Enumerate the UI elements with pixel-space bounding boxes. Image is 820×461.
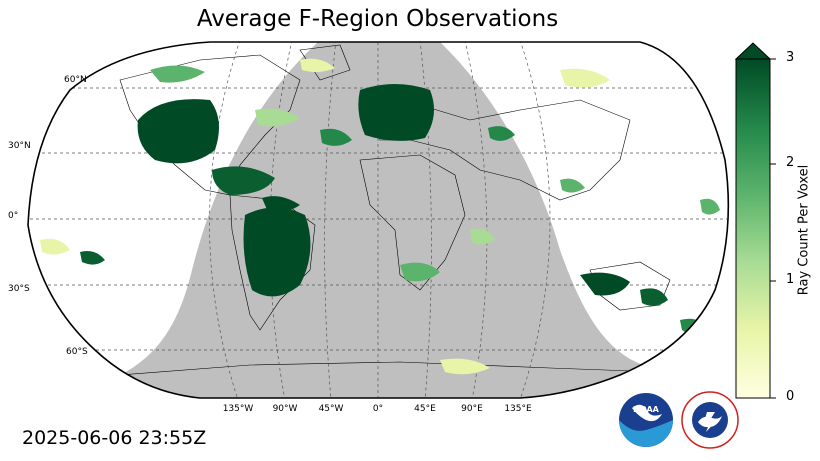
lon-label-90w: 90°W xyxy=(272,404,298,414)
noaa-logo: NOAA xyxy=(619,393,673,447)
lon-label-90e: 90°E xyxy=(461,404,483,414)
lat-label-30s: 30°S xyxy=(8,284,30,294)
svg-text:NOAA: NOAA xyxy=(633,405,659,414)
lat-label-30n: 30°N xyxy=(8,141,31,151)
observation-patches xyxy=(40,58,720,375)
globe-outline xyxy=(27,41,730,399)
nws-logo xyxy=(681,391,739,449)
lon-label-0: 0° xyxy=(372,404,384,414)
lat-label-60s: 60°S xyxy=(66,347,88,357)
colorbar-ticks xyxy=(770,58,776,399)
lat-label-60n: 60°N xyxy=(64,75,87,85)
lon-label-135e: 135°E xyxy=(504,404,532,414)
timestamp: 2025-06-06 23:55Z xyxy=(22,427,207,449)
colorbar xyxy=(734,42,776,399)
colorbar-label: Ray Count Per Voxel xyxy=(796,164,812,296)
colorbar-extend-arrow xyxy=(734,42,772,60)
map-title: Average F-Region Observations xyxy=(196,6,559,32)
lon-label-45e: 45°E xyxy=(414,404,436,414)
lon-label-135w: 135°W xyxy=(222,404,254,414)
lat-label-0: 0° xyxy=(8,211,19,221)
colorbar-tick-2: 2 xyxy=(786,155,795,170)
colorbar-gradient xyxy=(735,58,771,399)
colorbar-tick-1: 1 xyxy=(786,272,795,287)
colorbar-tick-0: 0 xyxy=(786,389,795,404)
agency-logos: NOAA xyxy=(619,391,739,449)
night-shadow xyxy=(120,42,660,398)
colorbar-tick-3: 3 xyxy=(786,50,795,65)
lon-label-45w: 45°W xyxy=(318,404,344,414)
